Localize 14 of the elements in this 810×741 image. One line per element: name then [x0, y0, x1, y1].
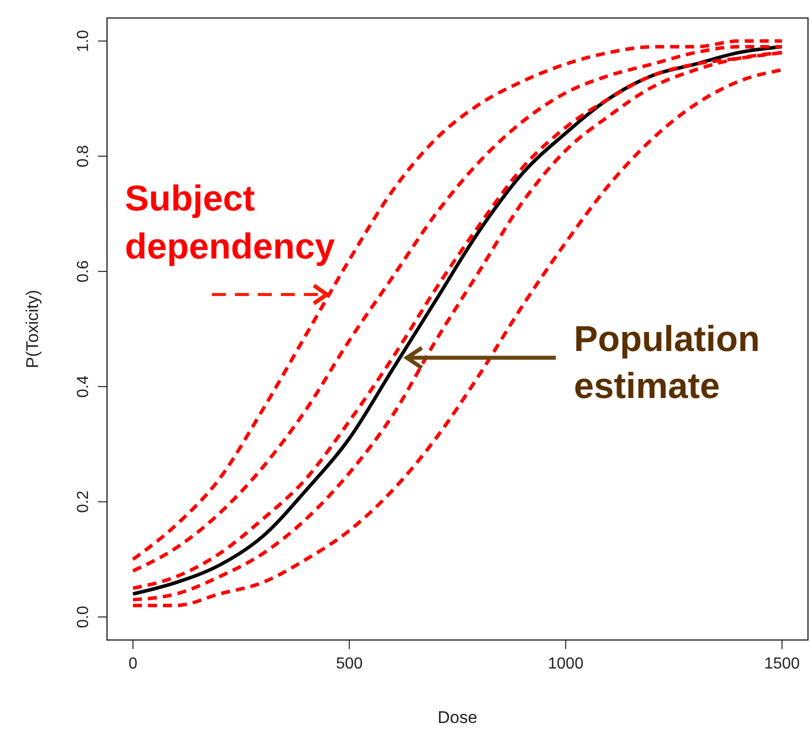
y-tick-label: 0.0 — [75, 606, 92, 628]
y-tick-label: 0.8 — [75, 145, 92, 168]
y-tick-label: 0.2 — [75, 490, 92, 513]
x-tick-label: 1000 — [548, 655, 584, 672]
annotation: Subject dependency — [124, 177, 335, 266]
y-tick-label: 0.6 — [75, 260, 92, 283]
y-axis-title: P(Toxicity) — [23, 290, 42, 368]
y-tick-label: 1.0 — [75, 30, 92, 52]
y-tick-label: 0.4 — [75, 375, 92, 398]
x-tick-label: 1500 — [764, 655, 800, 672]
x-tick-label: 0 — [128, 655, 138, 672]
annotation: Population estimate — [574, 318, 760, 406]
x-tick-label: 500 — [336, 655, 363, 672]
x-axis-title: Dose — [438, 708, 478, 727]
